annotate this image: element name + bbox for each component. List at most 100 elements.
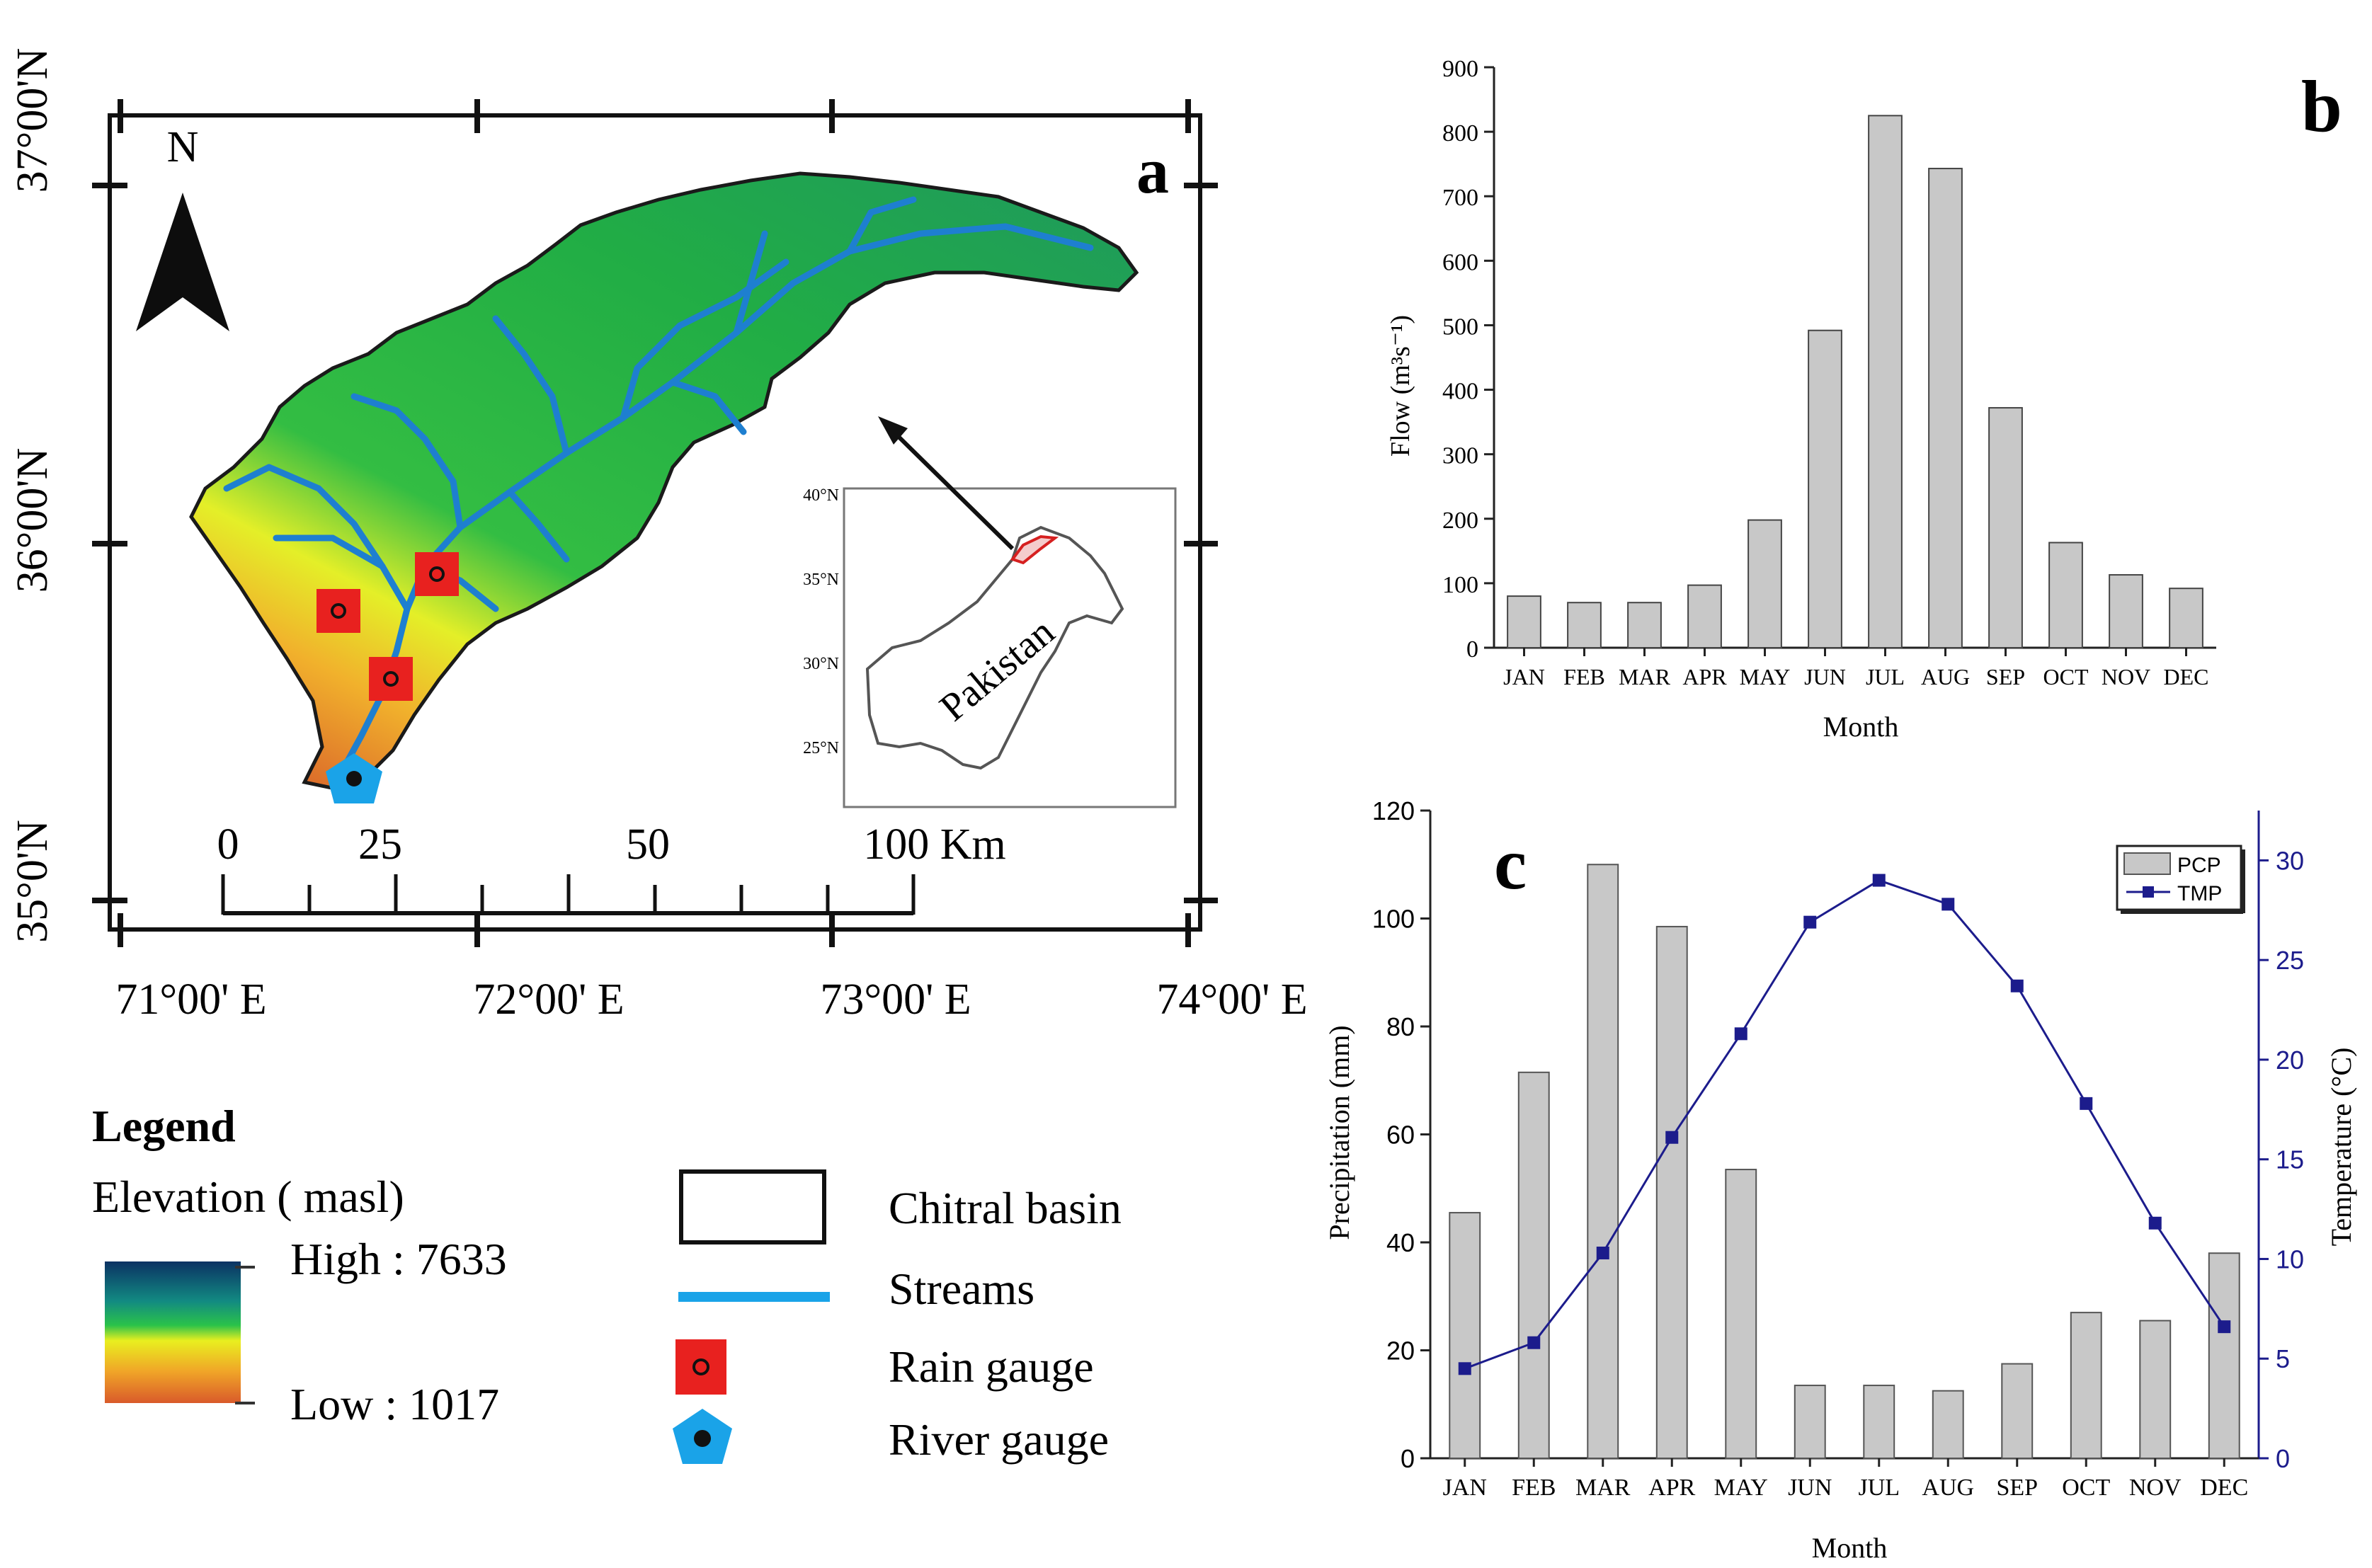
flow-bar-oct [2048, 542, 2083, 648]
tmp-point-jul [1872, 874, 1886, 887]
flow-bar-jan [1507, 595, 1541, 648]
climate-chart-y-tick-label-right: 10 [2276, 1244, 2304, 1274]
lat-label-35: 35°0'N [8, 820, 57, 943]
flow-bar-jun [1808, 329, 1842, 648]
lat-label-36: 36°00'N [8, 448, 57, 593]
flow-bar-feb [1567, 602, 1602, 649]
flow-chart-y-tick-label: 400 [1442, 379, 1478, 405]
flow-chart-x-tick-label: SEP [1986, 664, 2025, 689]
legend-item-basin: Chitral basin [889, 1183, 1122, 1233]
tmp-point-jan [1458, 1362, 1471, 1375]
rain-gauge-3 [369, 657, 413, 701]
climate-chart-y-tick-label-right: 30 [2276, 846, 2304, 875]
flow-bar-dec [2169, 588, 2203, 649]
climate-chart-y-tick-label-left: 20 [1386, 1337, 1415, 1366]
north-arrow-icon [136, 193, 229, 331]
map-frame-ticks [92, 99, 1218, 947]
tmp-point-feb [1527, 1336, 1541, 1349]
scale-bar: 0 25 50 100 Km [217, 820, 1006, 915]
flow-chart-x-tick-label: AUG [1921, 664, 1970, 689]
flow-chart-y-tick-label: 300 [1442, 443, 1478, 469]
climate-chart-y-tick-label-right: 20 [2276, 1046, 2304, 1075]
scale-label-50: 50 [626, 820, 670, 869]
flow-bar-nov [2109, 574, 2143, 648]
legend-elevation-title: Elevation ( masl) [92, 1172, 404, 1222]
chitral-basin-shape [189, 171, 1139, 791]
legend-pcp-label: PCP [2177, 854, 2221, 877]
legend-basin-icon [679, 1169, 826, 1244]
climate-chart-x-tick-label: NOV [2129, 1475, 2182, 1501]
climate-chart-x-tick-label: FEB [1512, 1475, 1556, 1501]
tmp-point-jun [1803, 915, 1817, 929]
inset-pointer-arrowhead [878, 416, 908, 445]
flow-bar-may [1747, 519, 1782, 648]
flow-chart-x-tick-label: JUN [1804, 664, 1846, 689]
flow-chart-y-tick-label: 500 [1442, 314, 1478, 340]
panel-c-label: c [1494, 823, 1527, 905]
climate-chart-x-tick-label: JUL [1858, 1475, 1900, 1501]
legend-item-river-gauge: River gauge [889, 1414, 1109, 1465]
lon-label-73: 73°00' E [820, 975, 971, 1024]
flow-chart-y-tick-label: 100 [1442, 572, 1478, 598]
pcp-bar-nov [2139, 1320, 2172, 1459]
flow-bar-aug [1928, 168, 1963, 649]
rain-gauge-1 [317, 589, 360, 633]
flow-chart-x-tick-label: APR [1682, 664, 1727, 689]
climate-chart-x-tick-label: MAY [1714, 1475, 1768, 1501]
river-gauge [326, 753, 382, 803]
flow-bar-mar [1627, 602, 1662, 649]
pcp-bar-apr [1655, 925, 1688, 1459]
climate-chart: c Month Precipitation (mm) Temperature (… [1323, 796, 2357, 1564]
flow-chart-x-tick-label: JAN [1503, 664, 1545, 689]
legend-elev-low: Low : 1017 [290, 1379, 499, 1429]
scale-label-0: 0 [217, 820, 239, 869]
climate-chart-ylabel-left: Precipitation (mm) [1323, 1025, 1355, 1240]
climate-chart-legend: PCP TMP [2116, 845, 2245, 914]
tmp-point-sep [2010, 979, 2024, 992]
pcp-bar-may [1725, 1169, 1757, 1459]
pcp-bar-dec [2208, 1252, 2240, 1459]
flow-chart-y-tick-label: 900 [1442, 56, 1478, 82]
legend-title: Legend [92, 1101, 236, 1151]
scale-label-25: 25 [358, 820, 402, 869]
climate-chart-y-tick-label-left: 100 [1372, 905, 1415, 934]
inset-lat-40: 40°N [803, 486, 839, 505]
lon-label-72: 72°00' E [473, 975, 624, 1024]
climate-chart-x-tick-label: APR [1648, 1475, 1695, 1501]
map-legend: Legend Elevation ( masl) High : 7633 Low… [92, 1101, 1122, 1465]
north-label: N [167, 123, 199, 171]
flow-chart-x-tick-label: OCT [2043, 664, 2089, 689]
climate-chart-y-tick-label-left: 60 [1386, 1121, 1415, 1150]
flow-chart: b Month Flow (m³s⁻¹) 0 100 200 300 400 500 600… [1386, 56, 2342, 743]
climate-chart-x-tick-label: MAR [1575, 1475, 1631, 1501]
legend-elev-high: High : 7633 [290, 1234, 507, 1284]
lon-label-74: 74°00' E [1156, 975, 1307, 1024]
climate-chart-y-tick-label-left: 120 [1372, 796, 1415, 825]
flow-chart-y-tick-label: 800 [1442, 120, 1478, 147]
tmp-point-mar [1596, 1247, 1609, 1260]
pcp-bar-feb [1517, 1071, 1550, 1459]
flow-chart-y-tick-label: 700 [1442, 185, 1478, 211]
lon-label-71: 71°00' E [115, 975, 266, 1024]
pcp-bar-mar [1587, 864, 1619, 1459]
flow-bar-apr [1687, 584, 1722, 648]
tmp-line [1464, 879, 2225, 1370]
flow-chart-x-tick-label: JUL [1866, 664, 1905, 689]
climate-chart-x-tick-label: AUG [1922, 1475, 1974, 1501]
tmp-point-aug [1941, 898, 1955, 911]
flow-chart-y-tick-label: 600 [1442, 249, 1478, 275]
climate-chart-y-tick-label-right: 25 [2276, 946, 2304, 975]
pcp-bar-oct [2070, 1312, 2102, 1459]
inset-lat-30: 30°N [803, 655, 839, 673]
climate-chart-y-tick-label-left: 40 [1386, 1228, 1415, 1257]
panel-a-label: a [1136, 135, 1169, 207]
rain-gauge-2 [415, 552, 459, 596]
flow-chart-ylabel: Flow (m³s⁻¹) [1386, 315, 1415, 457]
legend-item-streams: Streams [889, 1264, 1034, 1314]
pcp-bar-aug [1932, 1390, 1964, 1459]
legend-pcp-swatch [2123, 852, 2171, 875]
flow-chart-x-tick-label: NOV [2102, 664, 2150, 689]
climate-chart-xlabel: Month [1812, 1532, 1888, 1564]
tmp-point-nov [2148, 1216, 2162, 1230]
